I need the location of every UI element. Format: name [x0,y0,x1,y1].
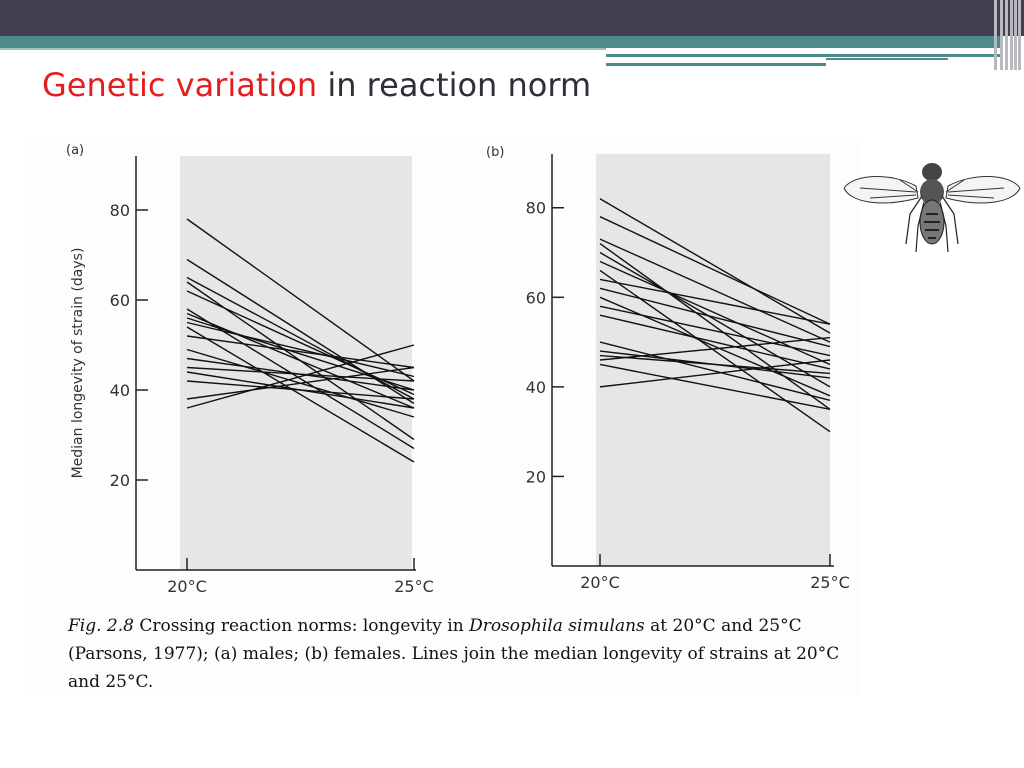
caption-text-2: at 20°C and 25°C (Parsons, 1977); (a) ma… [68,616,840,692]
drosophila-fly-icon [843,163,1021,253]
y-tick-label: 80 [110,201,130,220]
y-axis-label: Median longevity of strain (days) [70,248,86,479]
series-line [186,312,415,409]
reaction-norm-charts: 20 40 60 80 20°C 25°C (a) Median longevity of s… [66,143,850,596]
y-tick-label: 40 [110,381,130,400]
series-line [186,321,415,378]
series-line [599,354,831,375]
series-line [186,326,415,463]
header-accent-line-short [606,63,826,66]
x-tick-label: 25°C [394,577,434,596]
title-rest: in reaction norm [317,66,592,104]
series-line [186,366,415,400]
series-line [186,308,415,450]
header-teal-band [0,36,1000,48]
series-line [599,278,831,325]
series-line [186,335,415,369]
series-line [599,363,831,410]
title-highlight: Genetic variation [42,66,318,104]
panel-b: 20 40 60 80 20°C 25°C (b) [486,145,850,592]
series-line [599,198,831,334]
panel-label: (a) [66,143,84,158]
series-line [186,218,415,382]
series-line [599,216,831,325]
series-line [186,290,415,396]
y-tick-label: 80 [526,199,546,218]
series-line [186,380,415,400]
figure-caption: Fig. 2.8 Crossing reaction norms: longev… [68,612,862,696]
y-tick-label: 40 [526,378,546,397]
series-line [599,305,831,357]
y-tick-label: 20 [526,467,546,486]
series-line [599,296,831,397]
header-decor-bars [990,0,1024,70]
slide-title: Genetic variation in reaction norm [42,66,591,104]
y-tick-label: 60 [526,288,546,307]
header-accent-line-thin [826,58,948,60]
series-line [599,314,831,370]
shaded-band [596,154,830,566]
figure-area: 20 40 60 80 20°C 25°C (a) Median longevity of s… [30,138,860,696]
caption-text-1: Crossing reaction norms: longevity in [133,616,470,636]
series-line [599,359,831,388]
y-tick-label: 20 [110,471,130,490]
series-line [186,317,415,391]
panel-label: (b) [486,145,504,160]
x-tick-label: 20°C [167,577,207,596]
header-accent-line [606,54,1000,57]
caption-fig-label: Fig. 2.8 [68,616,134,636]
series-line [186,344,415,409]
series-line [599,287,831,348]
y-tick-label: 60 [110,291,130,310]
x-tick-label: 20°C [580,573,620,592]
series-line [599,269,831,433]
series-line [599,238,831,343]
header-bar [0,0,1024,36]
series-line [186,366,415,382]
series-line [599,341,831,401]
caption-species: Drosophila simulans [469,616,645,636]
x-tick-label: 25°C [810,573,850,592]
panel-a: 20 40 60 80 20°C 25°C (a) Median longevity of s… [66,143,434,596]
series-line [599,336,831,361]
header-white-strip [606,48,1006,54]
series-line [599,242,831,410]
header-teal-line [0,48,606,50]
